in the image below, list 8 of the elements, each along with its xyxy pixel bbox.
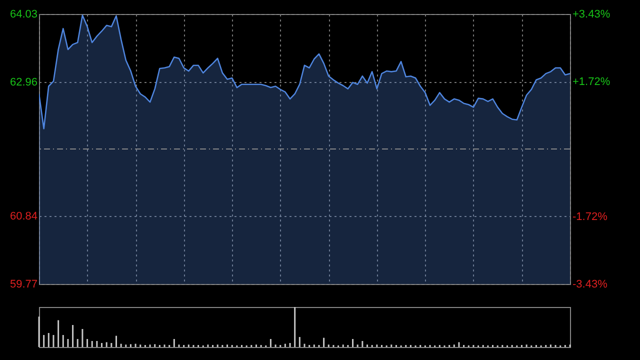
y2-tick-label: -3.43% [572, 278, 608, 290]
y-tick-label: 59.77 [10, 278, 38, 290]
y2-tick-label: +1.72% [572, 76, 610, 88]
y-tick-label: 64.03 [10, 8, 38, 20]
y2-tick-label: -1.72% [572, 211, 608, 224]
y2-tick-label: +3.43% [572, 8, 610, 20]
y-tick-label: 60.84 [10, 210, 38, 223]
y-tick-label: 62.96 [10, 76, 38, 88]
